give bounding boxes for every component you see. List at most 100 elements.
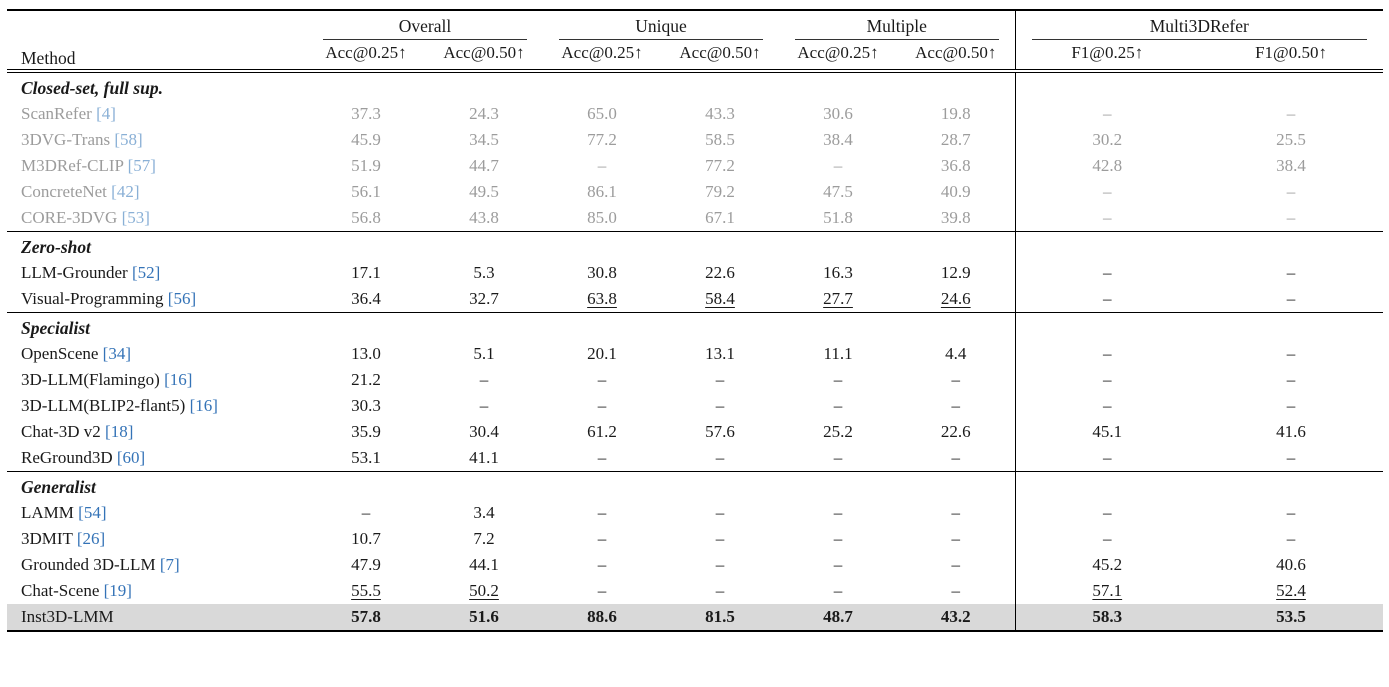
- citation-link[interactable]: [53]: [121, 208, 150, 227]
- value-cell: –: [543, 153, 661, 179]
- citation-link[interactable]: [34]: [102, 344, 131, 363]
- value-cell: 30.6: [779, 101, 897, 127]
- method-name: ScanRefer: [21, 104, 92, 123]
- value: 11.1: [823, 344, 853, 363]
- citation-link[interactable]: [42]: [111, 182, 140, 201]
- value-cell: 35.9: [307, 419, 425, 445]
- value: 16.3: [823, 263, 853, 282]
- section-title: Generalist: [7, 471, 1016, 500]
- value-cell: 53.5: [1199, 604, 1384, 631]
- value: –: [1286, 182, 1296, 201]
- value: 30.3: [351, 396, 381, 415]
- value-cell: 30.3: [307, 393, 425, 419]
- value-cell: 44.7: [425, 153, 543, 179]
- section-title-row: Zero-shot: [7, 231, 1384, 260]
- value: –: [1103, 448, 1112, 467]
- method-cell: Chat-3D v2 [18]: [7, 419, 307, 445]
- section-title-spacer: [1014, 312, 1200, 341]
- value-cell: –: [1014, 445, 1200, 472]
- value: 43.2: [940, 607, 971, 626]
- value-cell: 51.9: [307, 153, 425, 179]
- value: 58.3: [1092, 607, 1123, 626]
- method-cell: ScanRefer [4]: [7, 101, 307, 127]
- value-cell: 12.9: [897, 260, 1015, 286]
- citation-link[interactable]: [18]: [105, 422, 134, 441]
- value-cell: –: [543, 393, 661, 419]
- value: –: [715, 396, 725, 415]
- citation-link[interactable]: [16]: [164, 370, 193, 389]
- citation-link[interactable]: [26]: [76, 529, 106, 548]
- value-cell: 41.6: [1199, 419, 1383, 445]
- value: –: [715, 370, 725, 389]
- citation-link[interactable]: [16]: [189, 396, 218, 415]
- citation-link[interactable]: [4]: [96, 104, 116, 123]
- group-label: Overall: [398, 16, 452, 36]
- citation-link[interactable]: [52]: [131, 263, 161, 282]
- value-cell: –: [1199, 367, 1383, 393]
- value-cell: –: [661, 578, 779, 604]
- citation-link[interactable]: [58]: [114, 130, 143, 149]
- value-cell: –: [543, 445, 661, 472]
- value-cell: 7.2: [425, 526, 543, 552]
- value: –: [715, 503, 725, 522]
- value-cell: 58.5: [661, 127, 779, 153]
- citation-link[interactable]: [60]: [116, 448, 146, 467]
- value: 28.7: [940, 130, 971, 149]
- value-cell: 17.1: [307, 260, 425, 286]
- value-cell: 38.4: [779, 127, 897, 153]
- citation-link[interactable]: [7]: [159, 555, 180, 574]
- value: 19.8: [940, 104, 971, 123]
- citation-link[interactable]: [56]: [167, 289, 197, 308]
- value: 43.3: [705, 104, 735, 123]
- value-cell: 56.8: [307, 205, 425, 232]
- group-underline: [323, 39, 528, 40]
- value-cell: 45.1: [1014, 419, 1200, 445]
- value: –: [1286, 503, 1296, 522]
- method-cell: 3DVG-Trans [58]: [7, 127, 307, 153]
- table-row: M3DRef-CLIP [57] 51.9 44.7 – 77.2 – 36.8 42.8 38…: [7, 153, 1383, 179]
- method-cell: ConcreteNet [42]: [7, 179, 307, 205]
- value: 35.9: [351, 422, 381, 441]
- value-cell: –: [1199, 445, 1383, 472]
- value-cell: –: [1014, 179, 1200, 205]
- value-cell: –: [1199, 286, 1383, 313]
- table-row: LAMM [54] – 3.4 – – – – – –: [7, 500, 1383, 526]
- value-cell: 45.9: [307, 127, 425, 153]
- value-cell: 43.3: [661, 101, 779, 127]
- table-header: Method Overall Unique Multiple Multi3DRefer A…: [7, 10, 1384, 71]
- value-cell: 61.2: [543, 419, 661, 445]
- citation-link[interactable]: [57]: [127, 156, 156, 175]
- section-title-row: Closed-set, full sup.: [7, 71, 1383, 101]
- table-row: ScanRefer [4] 37.3 24.3 65.0 43.3 30.6 19.8 – –: [7, 101, 1383, 127]
- group-underline: [795, 39, 999, 40]
- value: 58.4: [705, 289, 735, 308]
- value-cell: 25.5: [1199, 127, 1383, 153]
- value: –: [597, 503, 607, 522]
- value: 53.5: [1276, 607, 1306, 626]
- value-cell: 36.4: [307, 286, 425, 313]
- value: 17.1: [351, 263, 381, 282]
- value: –: [715, 555, 725, 574]
- value: 40.6: [1276, 555, 1306, 574]
- section-title-row: Specialist: [7, 312, 1384, 341]
- value: 56.8: [351, 208, 381, 227]
- value-cell: –: [661, 526, 779, 552]
- group-header-unique: Unique: [543, 10, 779, 40]
- value-cell: –: [543, 367, 661, 393]
- value: 12.9: [940, 263, 971, 282]
- value-cell: 4.4: [897, 341, 1015, 367]
- method-name: ReGround3D: [21, 448, 113, 467]
- value-cell: 34.5: [425, 127, 543, 153]
- citation-link[interactable]: [19]: [103, 581, 132, 600]
- value: –: [1103, 104, 1112, 123]
- method-name: 3D-LLM(Flamingo): [21, 370, 160, 389]
- citation-link[interactable]: [54]: [78, 503, 107, 522]
- value-cell: 40.6: [1199, 552, 1383, 578]
- value: –: [1286, 263, 1296, 282]
- value: 38.4: [1276, 156, 1306, 175]
- value: –: [951, 503, 961, 522]
- value-cell: –: [779, 153, 897, 179]
- value-cell: 58.4: [661, 286, 779, 313]
- value-cell: 85.0: [543, 205, 661, 232]
- value-cell: 88.6: [543, 604, 662, 631]
